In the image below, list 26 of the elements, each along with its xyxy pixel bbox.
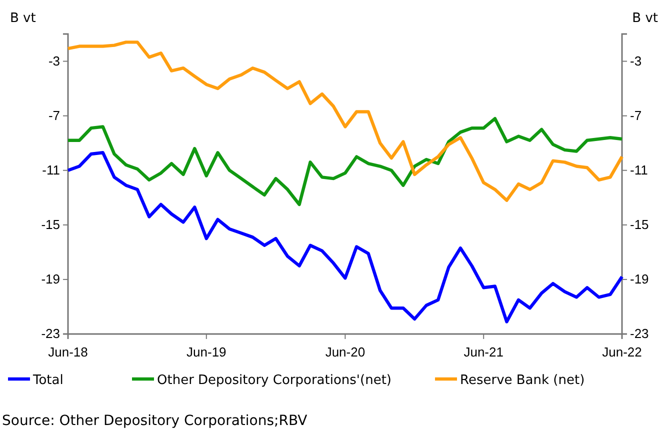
y2-tick-label: -3 [630,53,642,68]
y-tick-label: -11 [42,162,60,178]
x-tick-label: Jun-21 [464,344,504,360]
y2-axis-title: B vt [632,11,658,26]
x-tick-label: Jun-18 [48,344,88,360]
x-tick-label: Jun-19 [186,344,226,360]
y2-tick-label: -15 [630,217,649,232]
y2-tick-label: -23 [630,326,649,342]
line-series [66,151,624,324]
y2-tick-label: -19 [630,272,649,287]
y-tick-label: -23 [41,326,60,342]
y-tick-label: -7 [48,108,60,123]
y-axis-title: B vt [10,11,36,26]
legend-label: Other Depository Corporations'(net) [157,373,392,388]
x-tick-label: Jun-22 [602,344,642,360]
legend-label: Reserve Bank (net) [460,373,585,388]
source-note: Source: Other Depository Corporations;RBV [2,413,308,429]
y-tick-label: -15 [41,217,60,232]
y-tick-label: -3 [48,53,60,68]
x-tick-label: Jun-20 [325,344,366,360]
y2-tick-label: -7 [630,108,642,123]
line-series [66,116,624,206]
line-series [66,40,624,202]
y2-tick-label: -11 [630,162,648,178]
legend-label: Total [32,373,64,388]
y-tick-label: -19 [41,272,60,287]
